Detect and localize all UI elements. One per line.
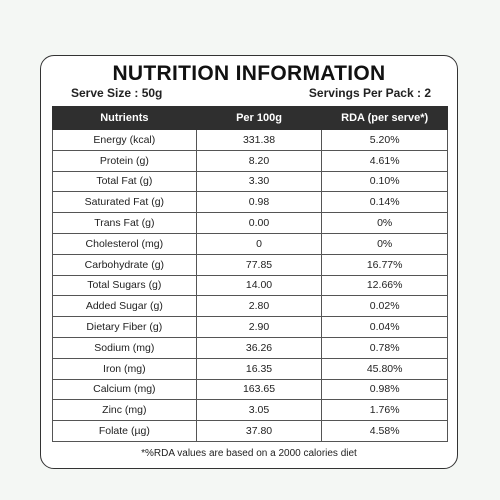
table-row: Trans Fat (g) 0.00 0% bbox=[52, 212, 448, 234]
table-cell: 16.77% bbox=[321, 253, 448, 276]
table-cell: 16.35 bbox=[195, 357, 323, 380]
table-row: Total Fat (g) 3.30 0.10% bbox=[52, 170, 448, 193]
table-cell: 12.66% bbox=[321, 274, 448, 297]
table-cell: 0.02% bbox=[321, 295, 448, 318]
table-row: Added Sugar (g) 2.80 0.02% bbox=[52, 295, 448, 318]
table-cell: 0.00 bbox=[195, 212, 323, 234]
table-cell: 0.78% bbox=[321, 336, 448, 359]
table-row: Sodium (mg) 36.26 0.78% bbox=[52, 336, 448, 359]
table-cell: 3.05 bbox=[195, 399, 323, 422]
table-cell: Trans Fat (g) bbox=[52, 212, 197, 234]
table-row: Energy (kcal) 331.38 5.20% bbox=[52, 129, 448, 151]
table-cell: 331.38 bbox=[195, 129, 323, 151]
table-row: Carbohydrate (g) 77.85 16.77% bbox=[52, 253, 448, 276]
table-cell: 0 bbox=[195, 232, 323, 255]
table-row: Dietary Fiber (g) 2.90 0.04% bbox=[52, 316, 448, 338]
table-cell: Saturated Fat (g) bbox=[52, 191, 197, 214]
title: NUTRITION INFORMATION bbox=[112, 62, 386, 85]
table-cell: 2.90 bbox=[195, 316, 323, 338]
table-row: Protein (g) 8.20 4.61% bbox=[52, 149, 448, 172]
table-cell: Added Sugar (g) bbox=[52, 295, 197, 318]
table-cell: 0% bbox=[321, 212, 448, 234]
table-cell: 0.98 bbox=[195, 191, 323, 214]
table-row: Saturated Fat (g) 0.98 0.14% bbox=[52, 191, 448, 214]
column-header: Nutrients bbox=[52, 106, 197, 130]
table-cell: Folate (µg) bbox=[52, 420, 197, 442]
table-row: Iron (mg) 16.35 45.80% bbox=[52, 357, 448, 380]
table-cell: 4.61% bbox=[321, 149, 448, 172]
table-cell: 77.85 bbox=[195, 253, 323, 276]
table-cell: 14.00 bbox=[195, 274, 323, 297]
table-cell: 1.76% bbox=[321, 399, 448, 422]
table-cell: Total Sugars (g) bbox=[52, 274, 197, 297]
column-header: RDA (per serve*) bbox=[321, 106, 448, 130]
footnote: *%RDA values are based on a 2000 calorie… bbox=[141, 448, 357, 459]
table-cell: 0% bbox=[321, 232, 448, 255]
table-cell: 3.30 bbox=[195, 170, 323, 193]
table-cell: 36.26 bbox=[195, 336, 323, 359]
table-row: Zinc (mg) 3.05 1.76% bbox=[52, 399, 448, 422]
table-cell: 45.80% bbox=[321, 357, 448, 380]
table-cell: Zinc (mg) bbox=[52, 399, 197, 422]
table-cell: 0.10% bbox=[321, 170, 448, 193]
table-row: Folate (µg) 37.80 4.58% bbox=[52, 420, 448, 442]
table-cell: Iron (mg) bbox=[52, 357, 197, 380]
table-cell: Cholesterol (mg) bbox=[52, 232, 197, 255]
table-cell: 2.80 bbox=[195, 295, 323, 318]
table-cell: 0.14% bbox=[321, 191, 448, 214]
table-cell: Carbohydrate (g) bbox=[52, 253, 197, 276]
table-cell: 37.80 bbox=[195, 420, 323, 442]
column-header: Per 100g bbox=[195, 106, 323, 130]
nutrition-card: NUTRITION INFORMATION Serve Size : 50g S… bbox=[40, 55, 458, 469]
table-cell: Energy (kcal) bbox=[52, 129, 197, 151]
servings: Servings Per Pack : 2 bbox=[308, 86, 431, 100]
table-cell: 163.65 bbox=[195, 378, 323, 401]
table-row: Calcium (mg) 163.65 0.98% bbox=[52, 378, 448, 401]
table-cell: 5.20% bbox=[321, 129, 448, 151]
table-body: Energy (kcal) 331.38 5.20% Protein (g) 8.20 4… bbox=[52, 129, 448, 442]
table-cell: Calcium (mg) bbox=[52, 378, 197, 401]
table-cell: Sodium (mg) bbox=[52, 336, 197, 359]
table-cell: 8.20 bbox=[195, 149, 323, 172]
table-cell: 0.98% bbox=[321, 378, 448, 401]
table-cell: 0.04% bbox=[321, 316, 448, 338]
table-cell: 4.58% bbox=[321, 420, 448, 442]
table-cell: Total Fat (g) bbox=[52, 170, 197, 193]
nutrition-table: Nutrients Per 100g RDA (per serve*) Energy… bbox=[52, 106, 448, 442]
header-row: Nutrients Per 100g RDA (per serve*) bbox=[52, 106, 448, 130]
serve-size: Serve Size : 50g bbox=[71, 86, 163, 100]
table-row: Total Sugars (g) 14.00 12.66% bbox=[52, 274, 448, 297]
table-row: Cholesterol (mg) 0 0% bbox=[52, 232, 448, 255]
table-cell: Dietary Fiber (g) bbox=[52, 316, 197, 338]
table-cell: Protein (g) bbox=[52, 149, 197, 172]
